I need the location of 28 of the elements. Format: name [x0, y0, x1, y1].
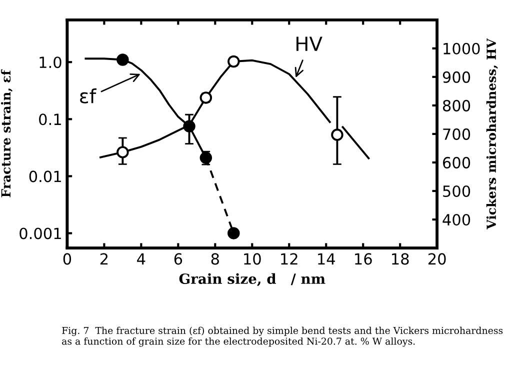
- y-tick-label: 0.01: [29, 170, 61, 182]
- x-tick-label: 4: [137, 253, 146, 264]
- y2-tick-label: 400: [442, 214, 470, 226]
- x-tick-label: 8: [211, 253, 219, 265]
- y2-tick-label: 1000: [444, 42, 480, 54]
- y2-axis-title: Vickers microhardness, HV: [486, 38, 498, 230]
- x-tick-label: 0: [63, 253, 72, 265]
- y2-tick-label: 700: [443, 128, 470, 140]
- annotation: εf: [80, 88, 97, 104]
- x-tick-label: 14: [318, 253, 335, 264]
- x-tick-label: 18: [392, 253, 409, 265]
- y2-tick-label: 800: [442, 100, 470, 112]
- x-tick-label: 16: [355, 253, 372, 265]
- y2-tick-label: 500: [443, 185, 470, 198]
- x-tick-label: 2: [100, 253, 108, 264]
- y2-tick-label: 900: [442, 71, 470, 83]
- x-tick-label: 6: [174, 253, 182, 265]
- x-tick-label: 12: [281, 253, 298, 264]
- x-axis-title: Grain size, d / nm: [179, 273, 326, 286]
- y-axis-title: Fracture strain, εf: [0, 69, 13, 198]
- y2-tick-label: 600: [443, 156, 470, 168]
- caption: Fig. 7 The fracture strain (εf) obtained by simple bend tests and the Vickers microhardness as a function of grain size for the electrodeposited Ni-20.7 at. % W alloys.: [62, 326, 503, 347]
- x-tick-label: 20: [428, 253, 446, 265]
- y-tick-label: 0.001: [20, 228, 61, 240]
- y-tick-label: 0.1: [39, 114, 61, 126]
- annotation: HV: [296, 36, 322, 51]
- x-tick-label: 10: [244, 253, 261, 265]
- y-tick-label: 1.0: [40, 56, 62, 68]
